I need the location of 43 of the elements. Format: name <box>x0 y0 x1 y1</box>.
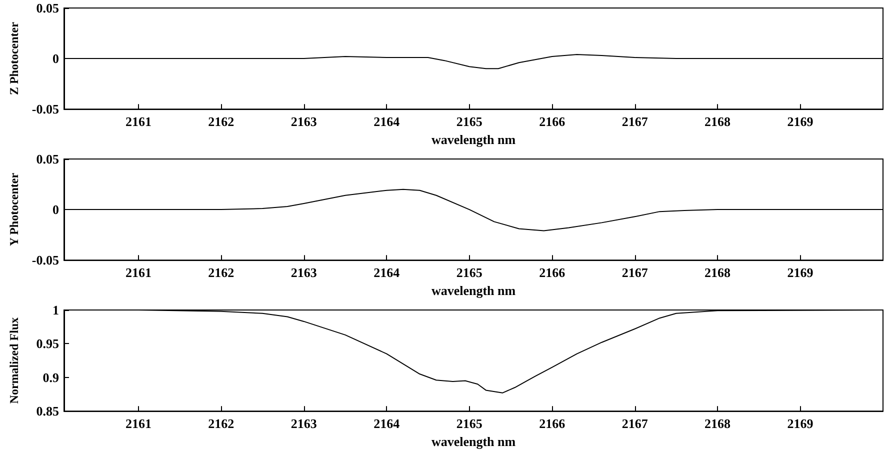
x-tick-label: 2163 <box>290 114 318 130</box>
y-tick-label: 0.05 <box>36 0 60 16</box>
x-tick-label: 2167 <box>622 265 648 280</box>
y-tick-label: 0.95 <box>36 336 60 352</box>
x-tick-label: 2165 <box>456 416 483 432</box>
x-tick-label: 2164 <box>374 416 400 432</box>
x-tick-label: 2166 <box>539 114 566 130</box>
y-tick-label: 1 <box>52 302 59 318</box>
x-tick-label: 2167 <box>622 416 648 432</box>
x-tick-label: 2166 <box>539 265 566 280</box>
x-axis-title: wavelength nm <box>431 132 516 147</box>
x-tick-label: 2163 <box>290 265 318 280</box>
x-tick-label: 2161 <box>125 416 152 432</box>
x-tick-label: 2162 <box>208 416 234 432</box>
x-tick-label: 2168 <box>704 265 732 280</box>
x-tick-label: 2161 <box>125 265 152 280</box>
y-axis-title: Y Photocenter <box>7 172 21 246</box>
x-tick-label: 2169 <box>787 416 814 432</box>
x-tick-label: 2162 <box>208 265 234 280</box>
x-tick-label: 2169 <box>787 265 814 280</box>
y-tick-label: 0 <box>52 51 59 66</box>
x-tick-label: 2162 <box>208 114 234 130</box>
x-tick-label: 2168 <box>704 114 732 130</box>
y-tick-label: -0.05 <box>32 102 60 117</box>
x-tick-label: 2164 <box>374 114 400 130</box>
x-tick-label: 2161 <box>125 114 152 130</box>
x-tick-label: 2165 <box>456 114 483 130</box>
y-tick-label: 0 <box>52 202 59 218</box>
y-axis-title: Z Photocenter <box>7 21 21 96</box>
x-tick-label: 2168 <box>704 416 732 432</box>
x-axis-title: wavelength nm <box>431 434 516 449</box>
y-tick-label: 0.05 <box>36 152 60 166</box>
y-axis-title: Normalized Flux <box>7 317 21 404</box>
x-tick-label: 2169 <box>787 114 814 130</box>
x-tick-label: 2165 <box>456 265 483 280</box>
x-tick-label: 2166 <box>539 416 566 432</box>
x-tick-label: 2163 <box>290 416 318 432</box>
y-tick-label: 0.9 <box>42 370 60 385</box>
y-tick-label: -0.05 <box>32 252 60 268</box>
x-axis-title: wavelength nm <box>431 283 516 298</box>
x-tick-label: 2167 <box>622 114 648 130</box>
x-tick-label: 2164 <box>374 265 400 280</box>
y-tick-label: 0.85 <box>36 404 60 419</box>
